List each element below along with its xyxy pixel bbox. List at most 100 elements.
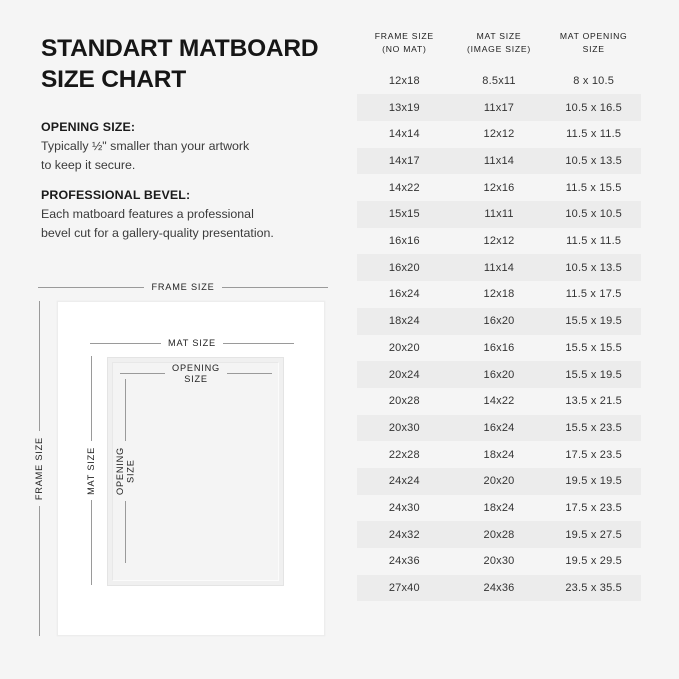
info-heading-professional-bevel: PROFESSIONAL BEVEL: <box>41 188 191 202</box>
table-header-mat-opening-size: MAT OPENING SIZE <box>546 30 641 57</box>
table-cell-frame-size: 15x15 <box>388 208 420 221</box>
matboard-size-table: FRAME SIZE (NO MAT) MAT SIZE (IMAGE SIZE… <box>357 30 641 602</box>
table-cell-opening-size: 10.5 x 13.5 <box>565 155 622 168</box>
table-cell-opening-size: 11.5 x 17.5 <box>565 288 622 301</box>
info-body-opening-size: Typically ½" smaller than your artwork t… <box>41 137 336 174</box>
table-cell-opening-size: 15.5 x 19.5 <box>565 315 622 328</box>
info-heading-opening-size: OPENING SIZE: <box>41 120 136 134</box>
matboard-diagram: FRAME SIZE MAT SIZE OPENING SIZE FRAME S… <box>20 275 340 650</box>
table-row: 15x15 11x11 10.5 x 10.5 <box>357 201 641 228</box>
dimension-label-frame-size-horizontal: FRAME SIZE <box>38 282 329 292</box>
dimension-rule-bottom <box>38 506 40 637</box>
table-row: 24x36 20x30 19.5 x 29.5 <box>357 548 641 575</box>
table-row: 20x30 16x24 15.5 x 23.5 <box>357 414 641 442</box>
dimension-text-opening-size: OPENING SIZE <box>172 363 220 384</box>
table-row: 20x24 16x20 15.5 x 19.5 <box>357 361 641 388</box>
table-cell-opening-size: 10.5 x 16.5 <box>565 101 622 114</box>
table-cell-mat-size: 12x18 <box>483 288 515 301</box>
dimension-rule-right <box>227 373 273 375</box>
table-cell-frame-size: 24x24 <box>388 475 420 488</box>
table-cell-frame-size: 18x24 <box>388 315 420 328</box>
table-row: 24x32 20x28 19.5 x 27.5 <box>357 521 641 548</box>
table-header-row: FRAME SIZE (NO MAT) MAT SIZE (IMAGE SIZE… <box>357 30 641 68</box>
page-title: STANDART MATBOARD SIZE CHART <box>41 33 341 95</box>
table-header-frame-size-line-1: FRAME SIZE <box>374 31 434 41</box>
dimension-text-mat-size: MAT SIZE <box>86 446 96 495</box>
dimension-text-opening-line-1: OPENING <box>115 447 125 495</box>
table-cell-frame-size: 14x17 <box>388 155 420 168</box>
table-cell-mat-size: 12x12 <box>483 235 515 248</box>
table-header-mat-size: MAT SIZE (IMAGE SIZE) <box>452 30 547 57</box>
table-row: 18x24 16x20 15.5 x 19.5 <box>357 307 641 335</box>
table-row: 13x19 11x17 10.5 x 16.5 <box>357 94 641 121</box>
table-body: 12x18 8.5x11 8 x 10.5 13x19 11x17 10.5 x 16.5… <box>357 68 641 602</box>
table-cell-frame-size: 20x28 <box>388 395 420 408</box>
table-row: 20x20 16x16 15.5 x 15.5 <box>357 335 641 362</box>
table-row: 24x30 18x24 17.5 x 23.5 <box>357 495 641 522</box>
table-row: 20x28 14x22 13.5 x 21.5 <box>357 388 641 415</box>
table-cell-opening-size: 19.5 x 29.5 <box>565 555 622 568</box>
table-row: 24x24 20x20 19.5 x 19.5 <box>357 467 641 495</box>
dimension-text-opening-line-1: OPENING <box>172 363 220 373</box>
table-cell-mat-size: 14x22 <box>483 395 515 408</box>
dimension-label-mat-size-vertical: MAT SIZE <box>86 356 96 586</box>
info-body-opening-line-1: Typically ½" smaller than your artwork <box>41 139 250 153</box>
dimension-rule-left <box>90 342 162 344</box>
table-cell-mat-size: 11x14 <box>483 261 515 274</box>
left-panel: STANDART MATBOARD SIZE CHART OPENING SIZ… <box>20 33 341 650</box>
table-cell-opening-size: 15.5 x 19.5 <box>565 368 622 381</box>
table-header-frame-size: FRAME SIZE (NO MAT) <box>357 30 452 57</box>
table-row: 14x22 12x16 11.5 x 15.5 <box>357 174 641 201</box>
table-cell-frame-size: 13x19 <box>388 101 420 114</box>
table-cell-opening-size: 10.5 x 10.5 <box>565 208 622 221</box>
table-cell-frame-size: 16x24 <box>388 288 420 301</box>
table-cell-mat-size: 16x24 <box>483 421 515 434</box>
table-cell-mat-size: 12x12 <box>483 128 515 141</box>
table-row: 27x40 24x36 23.5 x 35.5 <box>357 574 641 602</box>
table-header-mat-size-line-2: (IMAGE SIZE) <box>467 44 531 55</box>
dimension-rule-bottom <box>125 501 127 564</box>
table-header-opening-size-line-2: SIZE <box>582 44 605 55</box>
table-cell-opening-size: 19.5 x 27.5 <box>565 528 622 541</box>
table-cell-opening-size: 23.5 x 35.5 <box>565 582 622 595</box>
diagram-bevel-edge <box>112 362 279 581</box>
table-header-frame-size-line-2: (NO MAT) <box>382 44 427 55</box>
info-body-opening-line-2: to keep it secure. <box>41 157 136 172</box>
table-cell-frame-size: 24x32 <box>388 528 420 541</box>
dimension-label-mat-size-horizontal: MAT SIZE <box>90 338 295 348</box>
dimension-text-frame-size: FRAME SIZE <box>151 282 215 292</box>
table-cell-mat-size: 11x17 <box>483 101 515 114</box>
table-cell-mat-size: 20x30 <box>483 555 515 568</box>
table-cell-mat-size: 20x20 <box>483 475 515 488</box>
info-block-opening-size: OPENING SIZE: Typically ½" smaller than … <box>41 120 336 174</box>
diagram-frame-rectangle <box>57 301 325 636</box>
table-cell-frame-size: 20x30 <box>388 421 420 434</box>
table-row: 14x14 12x12 11.5 x 11.5 <box>357 121 641 148</box>
page-title-line-2: SIZE CHART <box>41 66 187 94</box>
table-cell-frame-size: 12x18 <box>388 74 420 87</box>
table-cell-mat-size: 16x16 <box>483 341 515 354</box>
dimension-rule-top <box>90 356 92 441</box>
table-cell-opening-size: 10.5 x 13.5 <box>565 261 622 274</box>
table-cell-frame-size: 20x20 <box>388 341 420 354</box>
table-cell-mat-size: 18x24 <box>483 448 515 461</box>
table-cell-mat-size: 16x20 <box>483 315 515 328</box>
table-cell-opening-size: 15.5 x 23.5 <box>565 421 622 434</box>
dimension-label-opening-size-horizontal: OPENING SIZE <box>120 363 273 384</box>
table-cell-mat-size: 16x20 <box>483 368 515 381</box>
dimension-rule-bottom <box>90 500 92 586</box>
table-row: 16x16 12x12 11.5 x 11.5 <box>357 228 641 255</box>
table-cell-mat-size: 12x16 <box>483 181 515 194</box>
table-row: 22x28 18x24 17.5 x 23.5 <box>357 441 641 468</box>
table-cell-opening-size: 11.5 x 15.5 <box>565 181 622 194</box>
dimension-rule-top <box>125 379 127 442</box>
dimension-rule-right <box>221 286 329 288</box>
table-cell-opening-size: 17.5 x 23.5 <box>565 501 622 514</box>
dimension-label-opening-size-vertical: OPENING SIZE <box>115 379 136 564</box>
table-row: 16x20 11x14 10.5 x 13.5 <box>357 254 641 282</box>
table-cell-opening-size: 13.5 x 21.5 <box>565 395 622 408</box>
table-row: 14x17 11x14 10.5 x 13.5 <box>357 147 641 175</box>
info-body-professional-bevel: Each matboard features a professional be… <box>41 205 336 242</box>
table-cell-frame-size: 20x24 <box>388 368 420 381</box>
table-cell-frame-size: 14x22 <box>388 181 420 194</box>
